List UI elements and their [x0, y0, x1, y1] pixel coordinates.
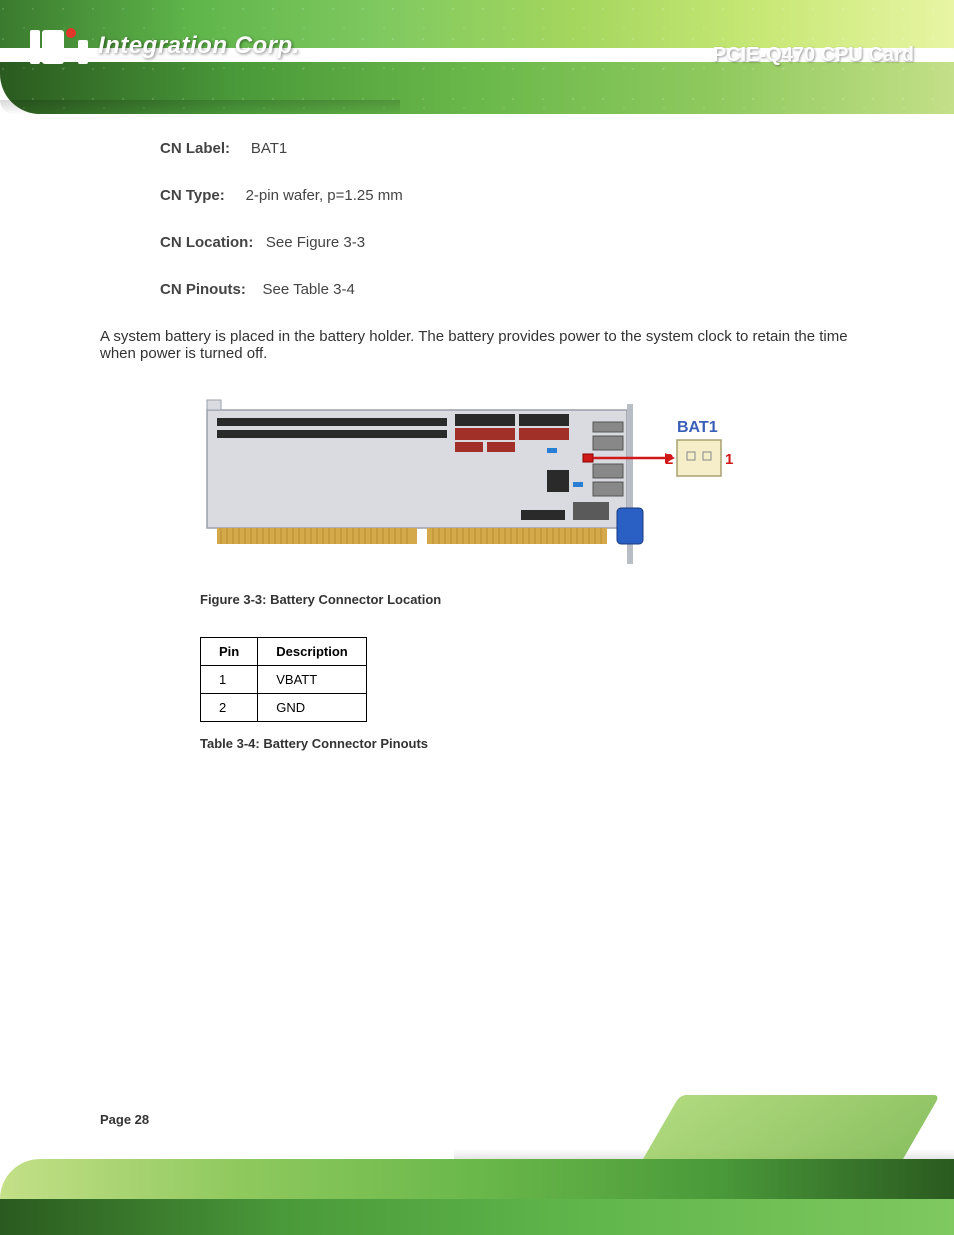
footer-stripe-bottom	[0, 1199, 954, 1235]
table-row: 1 VBATT	[201, 666, 367, 694]
board-figure: BAT1 2 1	[197, 392, 757, 572]
board-svg: BAT1 2 1	[197, 392, 757, 572]
page-content: CN Label: BAT1 CN Type: 2-pin wafer, p=1…	[100, 140, 854, 751]
table-header-pin: Pin	[201, 638, 258, 666]
table-row: 2 GND	[201, 694, 367, 722]
table-header-desc: Description	[258, 638, 367, 666]
logo-text: Integration Corp.	[98, 32, 300, 60]
table-cell: 1	[201, 666, 258, 694]
cn-pinouts-key: CN Pinouts:	[160, 281, 246, 298]
table-cell: VBATT	[258, 666, 367, 694]
bat-pin-right: 1	[725, 451, 733, 468]
footer-stripe-top	[0, 1159, 954, 1199]
product-name: PCIE-Q470 CPU Card	[713, 44, 914, 67]
cn-location-row: CN Location: See Figure 3-3	[160, 234, 854, 251]
cn-type-val: 2-pin wafer, p=1.25 mm	[246, 187, 403, 204]
header-band: Integration Corp. PCIE-Q470 CPU Card	[0, 0, 954, 115]
bat-pin-left: 2	[665, 451, 673, 468]
logo: Integration Corp.	[30, 28, 300, 64]
cn-label-row: CN Label: BAT1	[160, 140, 854, 157]
page-number: Page 28	[100, 1112, 149, 1127]
cn-type-row: CN Type: 2-pin wafer, p=1.25 mm	[160, 187, 854, 204]
figure-caption: Figure 3-3: Battery Connector Location	[200, 592, 854, 607]
pinout-table: Pin Description 1 VBATT 2 GND	[200, 637, 367, 722]
cn-pinouts-val: See Table 3-4	[263, 281, 355, 298]
table-cell: 2	[201, 694, 258, 722]
header-shadow	[0, 100, 400, 115]
table-caption: Table 3-4: Battery Connector Pinouts	[200, 736, 854, 751]
cn-pinouts-row: CN Pinouts: See Table 3-4	[160, 281, 854, 298]
cn-label-val: BAT1	[251, 140, 287, 157]
bat-callout-label: BAT1	[677, 419, 718, 436]
table-cell: GND	[258, 694, 367, 722]
cn-location-key: CN Location:	[160, 234, 253, 251]
logo-iei-icon	[30, 28, 88, 64]
cn-type-key: CN Type:	[160, 187, 225, 204]
footer-band	[0, 1135, 954, 1235]
cn-location-val: See Figure 3-3	[266, 234, 365, 251]
cn-label-key: CN Label:	[160, 140, 230, 157]
intro-paragraph: A system battery is placed in the batter…	[100, 328, 854, 362]
